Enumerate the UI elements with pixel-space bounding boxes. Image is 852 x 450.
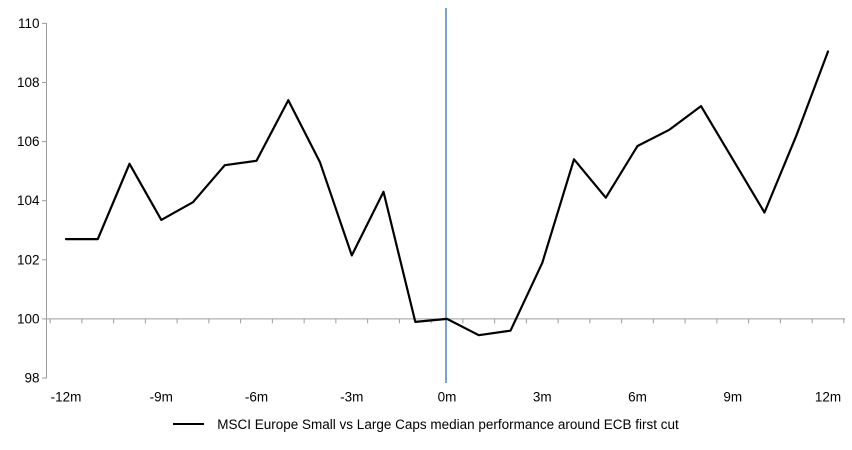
x-axis-tick-label: -3m <box>340 390 363 405</box>
x-axis-tick-label: 9m <box>723 390 742 405</box>
x-axis-tick-label: 0m <box>438 390 457 405</box>
y-axis-tick-label: 108 <box>17 75 40 90</box>
y-axis-tick-label: 110 <box>18 16 40 31</box>
legend: MSCI Europe Small vs Large Caps median p… <box>0 416 852 432</box>
x-axis-tick-label: 12m <box>815 390 841 405</box>
x-axis-tick-label: -9m <box>150 390 173 405</box>
x-axis-tick-label: 6m <box>628 390 647 405</box>
x-axis-tick-label: -6m <box>245 390 268 405</box>
x-axis-tick-label: -12m <box>51 390 82 405</box>
y-axis-tick-label: 98 <box>24 371 39 386</box>
y-axis-tick-label: 102 <box>17 252 40 267</box>
y-axis-tick-label: 106 <box>17 134 40 149</box>
y-axis-tick-label: 100 <box>17 311 40 326</box>
series-line <box>64 50 830 337</box>
legend-label: MSCI Europe Small vs Large Caps median p… <box>217 416 679 432</box>
x-axis-tick-label: 3m <box>533 390 552 405</box>
legend-line-swatch <box>173 423 205 425</box>
y-axis-tick-label: 104 <box>17 193 40 208</box>
